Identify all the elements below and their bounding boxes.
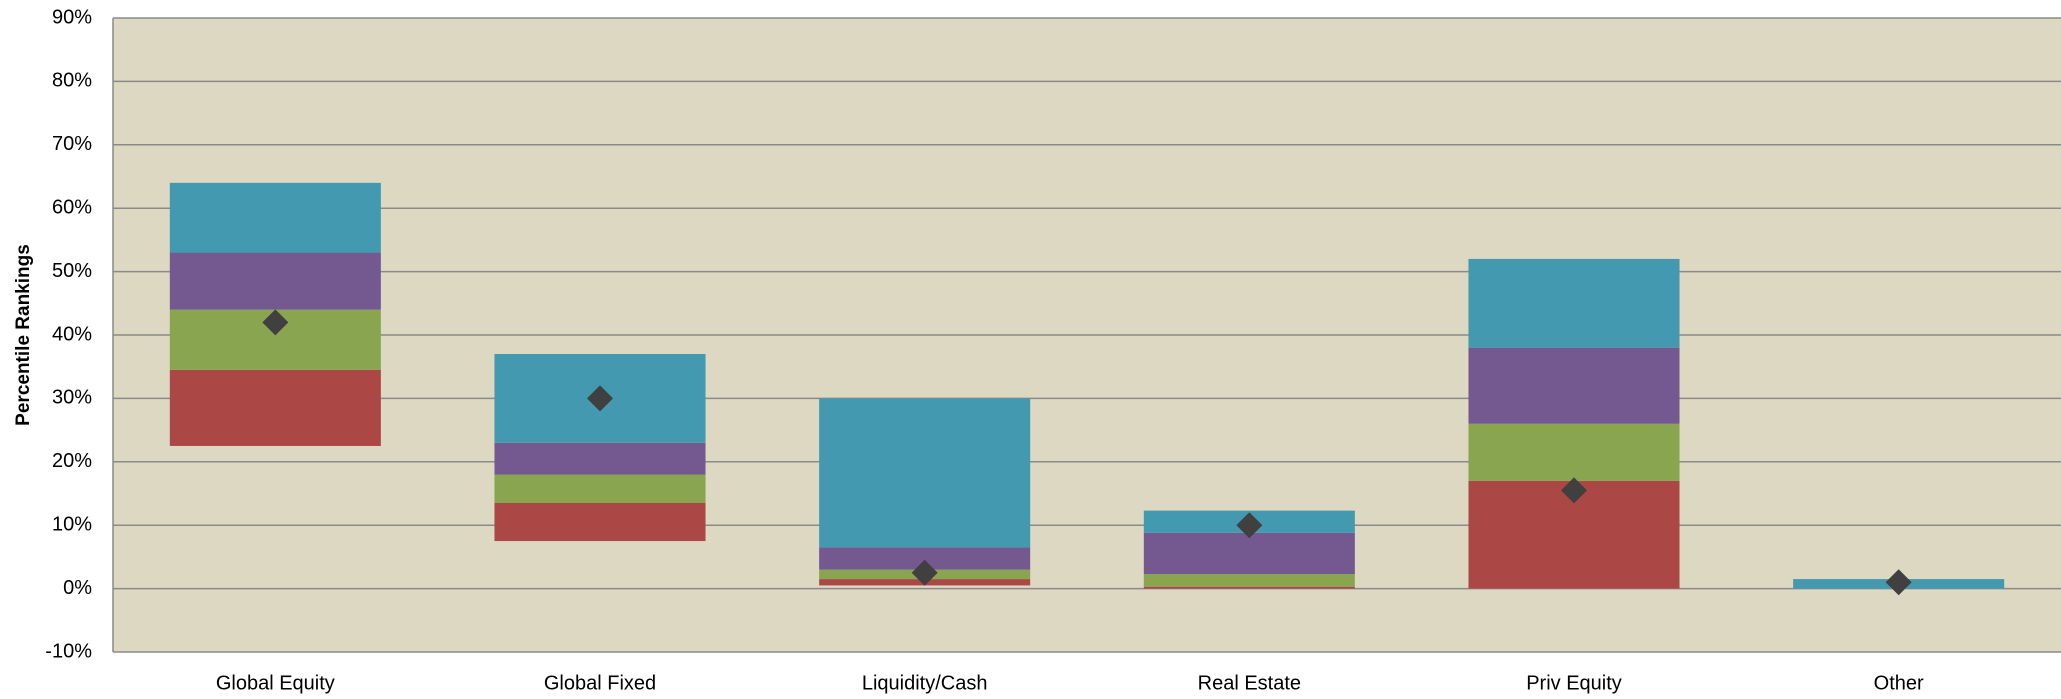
x-tick-label: Liquidity/Cash <box>862 672 988 694</box>
marker <box>1885 569 1912 596</box>
bar-segment <box>1468 423 1680 481</box>
y-tick-label: 10% <box>52 513 92 535</box>
marker <box>587 385 613 412</box>
y-tick-label: 20% <box>52 450 92 472</box>
y-tick-label: 90% <box>52 6 92 28</box>
bar-segment <box>169 252 381 310</box>
x-tick-label: Priv Equity <box>1526 672 1622 694</box>
y-tick-label: 30% <box>52 387 92 409</box>
bar-segment <box>1468 258 1680 348</box>
bar-segment <box>1468 347 1680 424</box>
y-tick-label: 60% <box>52 196 92 218</box>
marker <box>1561 477 1587 504</box>
x-tick-label: Global Equity <box>216 672 335 694</box>
y-tick-label: 80% <box>52 70 92 92</box>
x-tick-label: Real Estate <box>1198 672 1301 694</box>
bar-segment <box>1143 532 1355 575</box>
bar-segment <box>1143 574 1355 587</box>
bar-segment <box>494 442 706 475</box>
bar-segment <box>169 369 381 446</box>
x-tick-label: Global Fixed <box>544 672 656 694</box>
y-tick-label: 0% <box>63 577 92 599</box>
marker <box>1236 512 1263 539</box>
bar-segment <box>819 398 1031 548</box>
bar-segment <box>494 474 706 504</box>
bar-segment <box>169 182 381 253</box>
bar-segment <box>819 547 1031 570</box>
y-tick-label: -10% <box>45 640 92 662</box>
marker <box>262 309 289 336</box>
bar-segment <box>494 503 706 542</box>
y-tick-label: 50% <box>52 260 92 282</box>
y-tick-label: 40% <box>52 323 92 345</box>
x-tick-label: Other <box>1874 672 1924 694</box>
marker <box>911 559 938 586</box>
y-axis-title: Percentile Rankings <box>13 244 34 426</box>
bar-segment <box>1143 586 1355 589</box>
y-tick-label: 70% <box>52 133 92 155</box>
